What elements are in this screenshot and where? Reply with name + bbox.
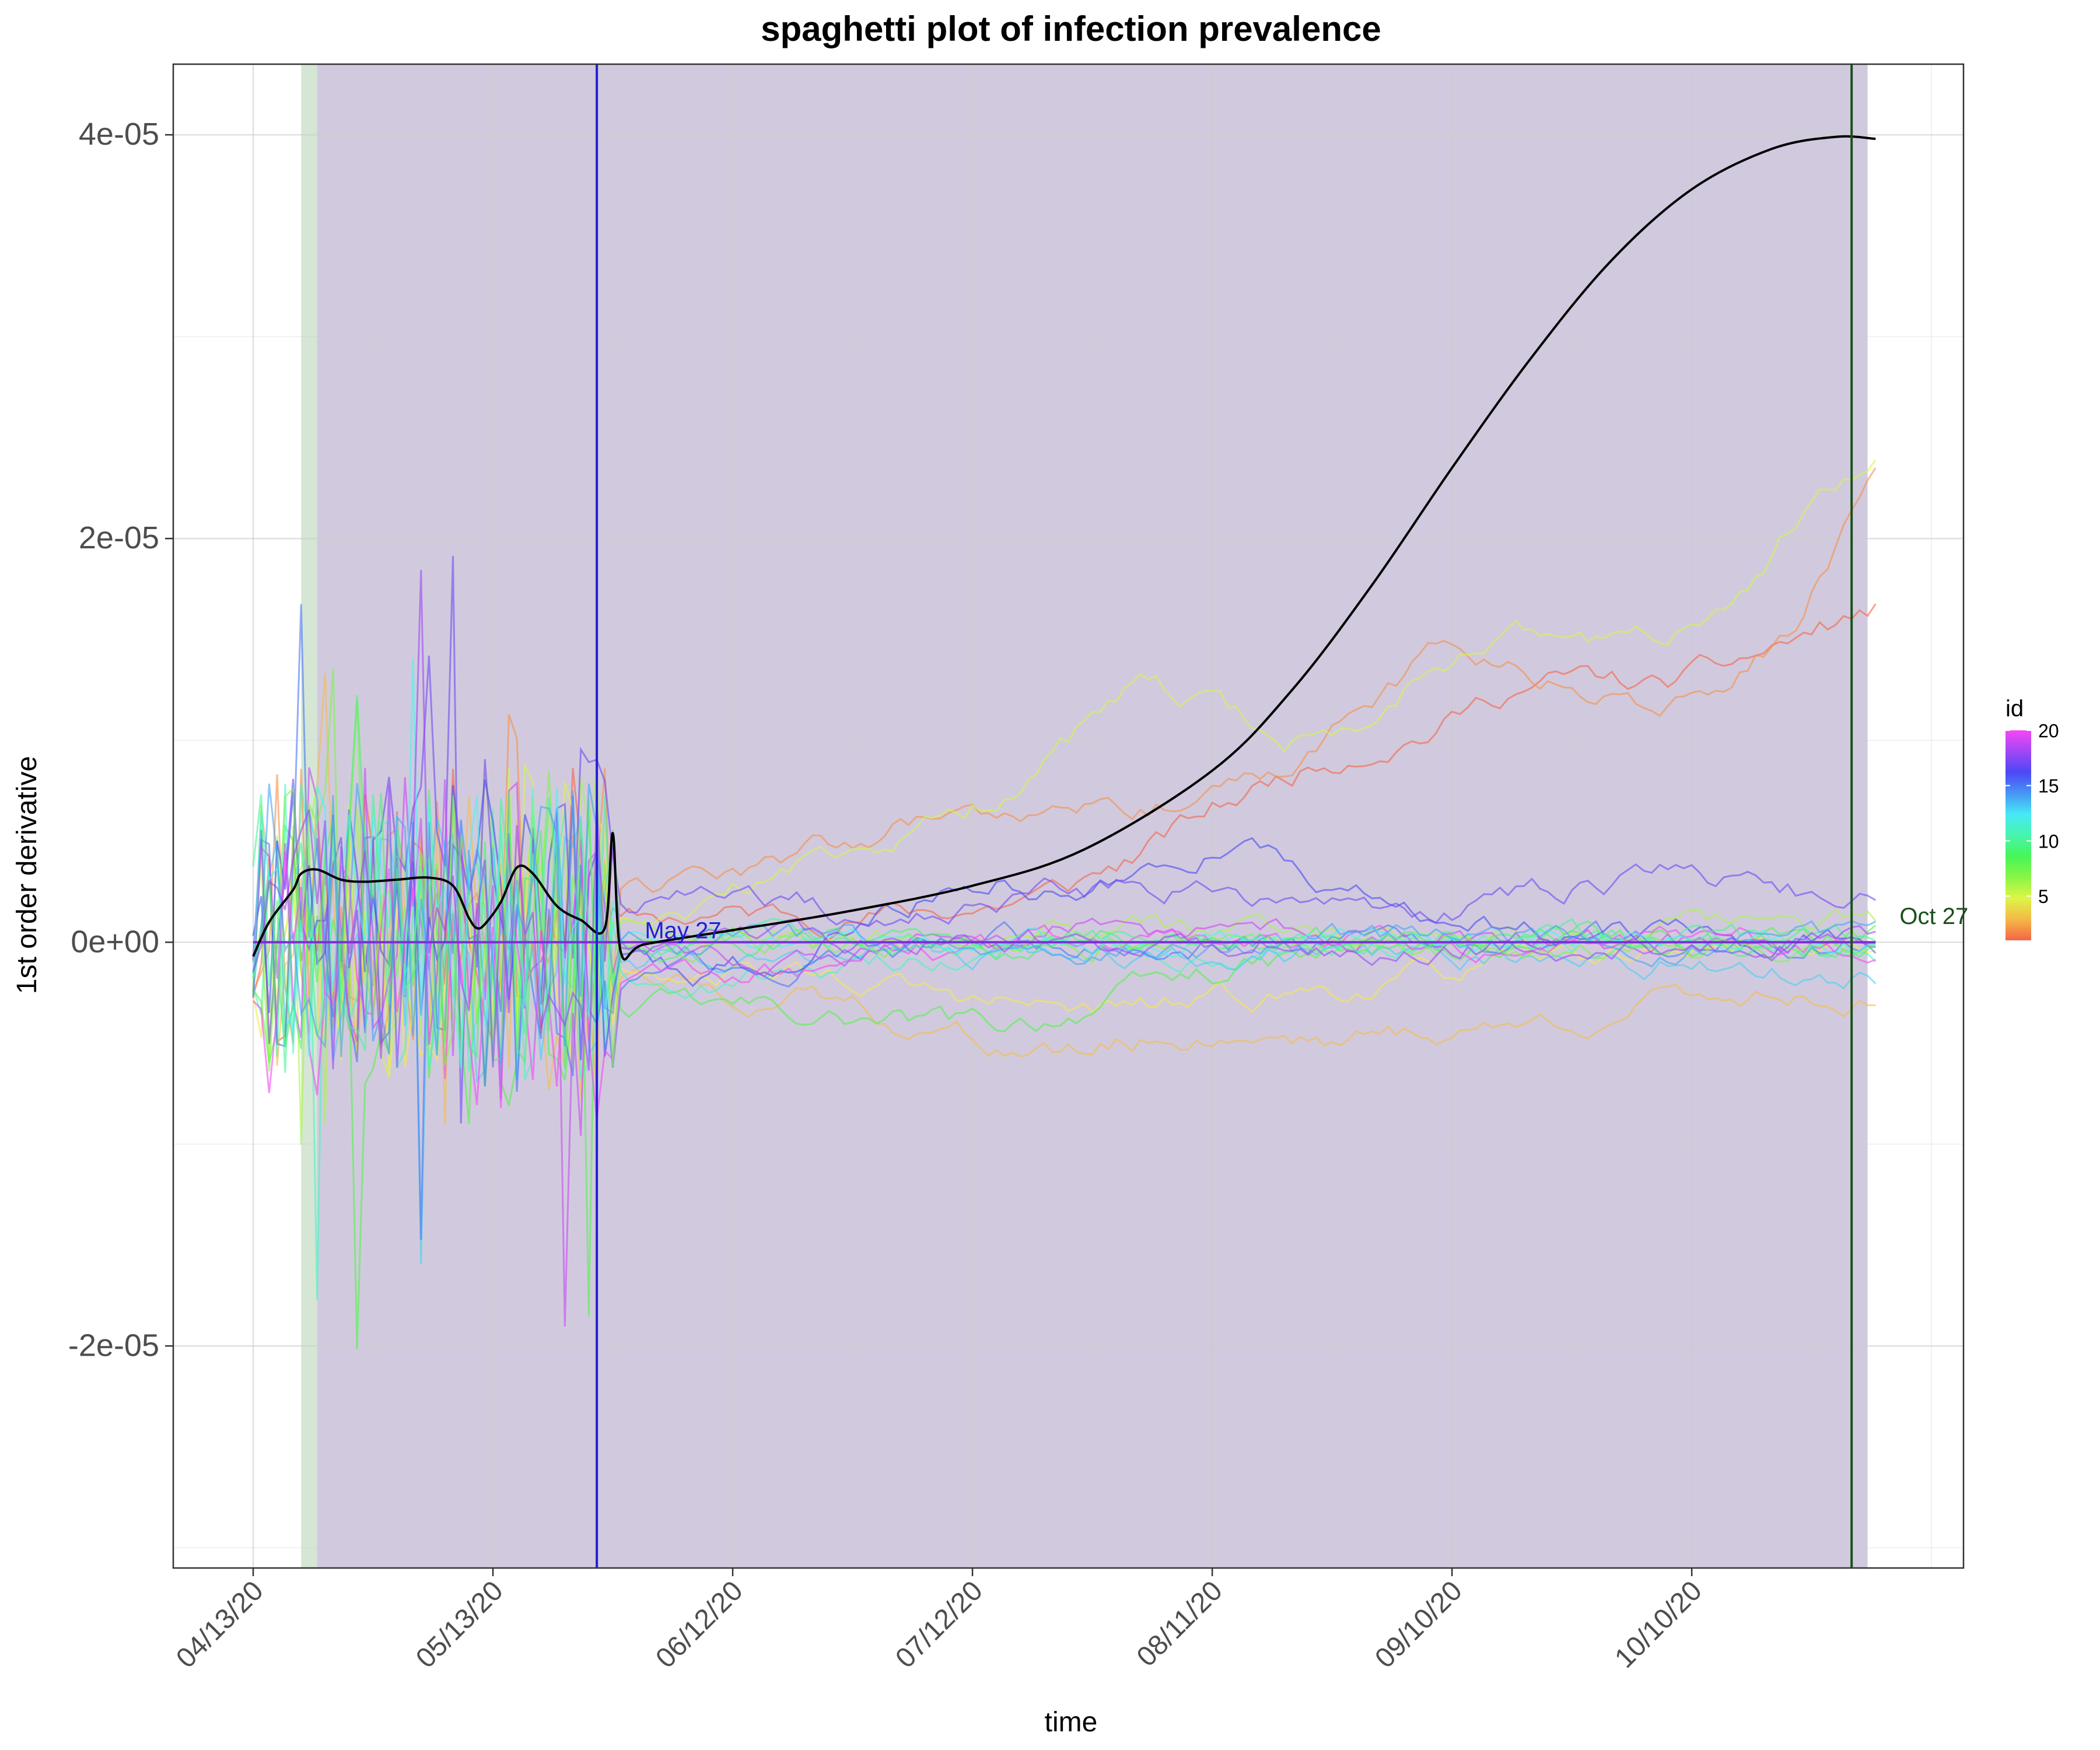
legend-tick-label: 5 (2038, 886, 2049, 907)
legend: id 5 10 15 20 (2006, 696, 2059, 940)
series-line-id-9 (252, 695, 1876, 1070)
y-tick-label: 4e-05 (79, 117, 159, 152)
series-line-id-11 (252, 783, 1877, 1300)
legend-tick-label: 15 (2038, 776, 2059, 797)
series-line-id-19 (252, 767, 1876, 1326)
panel-border (172, 63, 1965, 1569)
series-line-id-16 (252, 779, 1876, 1060)
y-tick-label: 2e-05 (79, 520, 159, 555)
mean-curve (252, 135, 1876, 961)
series-line-id-18 (252, 570, 1876, 1071)
chart-title: spaghetti plot of infection prevalence (761, 9, 1381, 48)
series-line-id-5 (252, 459, 1877, 1077)
legend-tick-label: 10 (2038, 831, 2059, 852)
grid (173, 64, 1964, 1568)
shaded-region-2 (317, 64, 1868, 1568)
legend-tick-label: 20 (2038, 720, 2059, 741)
x-axis-label: time (1045, 1707, 1098, 1738)
y-axis: -2e-05 0e+00 2e-05 4e-05 (68, 117, 173, 1363)
y-axis-label: 1st order derivative (12, 756, 43, 994)
plot-panel: May 27 Oct 27 (172, 63, 1968, 1569)
legend-title: id (2006, 696, 2024, 722)
vline-label-2: Oct 27 (1899, 904, 1968, 929)
vline-label-1: May 27 (645, 918, 721, 943)
y-tick-label: -2e-05 (68, 1328, 159, 1363)
y-tick-label: 0e+00 (71, 924, 159, 959)
series-line-id-12 (252, 658, 1876, 1068)
legend-colorbar (2006, 730, 2031, 940)
